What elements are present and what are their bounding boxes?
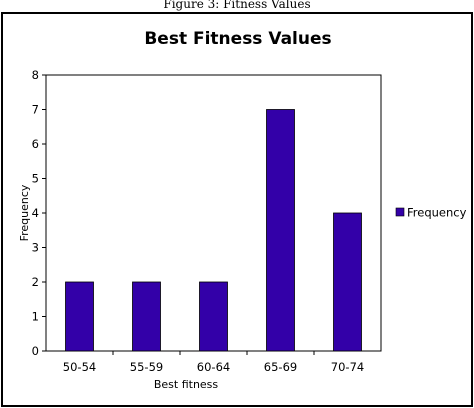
y-tick-label: 2 xyxy=(32,275,39,289)
x-tick-label: 50-54 xyxy=(63,360,96,374)
x-tick-label: 65-69 xyxy=(264,360,297,374)
bars xyxy=(65,109,362,352)
bar-50-54 xyxy=(65,281,94,352)
bar-70-74 xyxy=(333,212,362,352)
bar-60-64 xyxy=(199,281,228,352)
x-axis: 50-54 55-59 60-64 65-69 70-74 xyxy=(63,351,364,374)
y-tick-label: 3 xyxy=(32,241,39,255)
x-tick-label: 55-59 xyxy=(130,360,163,374)
y-tick-label: 5 xyxy=(32,172,39,186)
y-tick-label: 7 xyxy=(32,103,39,117)
x-tick-label: 60-64 xyxy=(197,360,230,374)
chart-title: Best Fitness Values xyxy=(144,29,331,49)
y-tick-label: 1 xyxy=(32,310,39,324)
y-axis-label: Frequency xyxy=(18,184,31,241)
y-axis: 0 1 2 3 4 5 6 7 8 xyxy=(32,68,46,358)
legend-label: Frequency xyxy=(407,206,467,220)
bar-55-59 xyxy=(132,281,161,352)
y-tick-label: 6 xyxy=(32,137,39,151)
legend-swatch xyxy=(395,207,405,217)
x-tick-label: 70-74 xyxy=(331,360,364,374)
y-tick-label: 8 xyxy=(32,68,39,82)
legend: Frequency xyxy=(395,206,467,220)
y-tick-label: 0 xyxy=(32,344,39,358)
bar-65-69 xyxy=(266,109,295,352)
figure-caption: Figure 3: Fitness Values xyxy=(163,0,311,11)
x-axis-label: Best fitness xyxy=(154,378,219,391)
y-tick-label: 4 xyxy=(32,206,39,220)
